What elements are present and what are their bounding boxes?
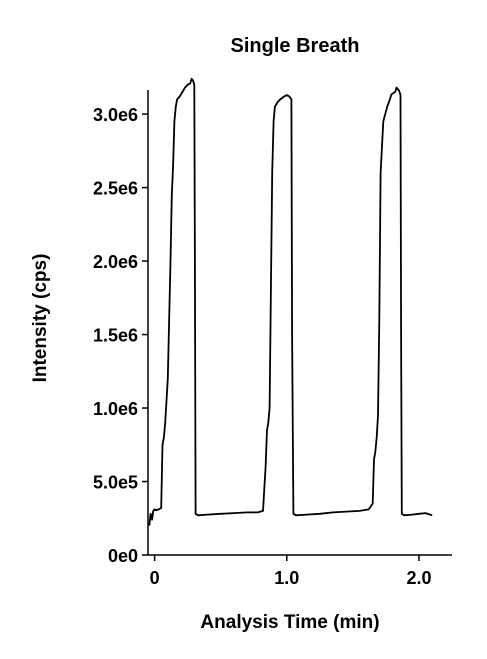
chart-title: Single Breath	[231, 35, 360, 57]
x-tick-label: 0	[150, 568, 160, 588]
x-tick-label: 1.0	[274, 568, 299, 588]
y-tick-label: 3.0e6	[93, 105, 138, 125]
y-tick-label: 1.0e6	[93, 399, 138, 419]
y-tick-label: 2.5e6	[93, 179, 138, 199]
x-tick-label: 2.0	[406, 568, 431, 588]
y-axis-label: Intensity (cps)	[30, 254, 51, 383]
x-axis-label: Analysis Time (min)	[200, 612, 379, 633]
series-line	[148, 77, 433, 526]
y-tick-label: 2.0e6	[93, 252, 138, 272]
y-tick-label: 5.0e5	[93, 473, 138, 493]
y-axis: 0e0 5.0e5 1.0e6 1.5e6 2.0e6 2.5e6 3.0e6	[93, 90, 149, 566]
x-axis: 0 1.0 2.0	[148, 554, 452, 588]
y-tick-label: 1.5e6	[93, 326, 138, 346]
y-tick-label: 0e0	[108, 546, 138, 566]
plot-series	[148, 77, 433, 526]
